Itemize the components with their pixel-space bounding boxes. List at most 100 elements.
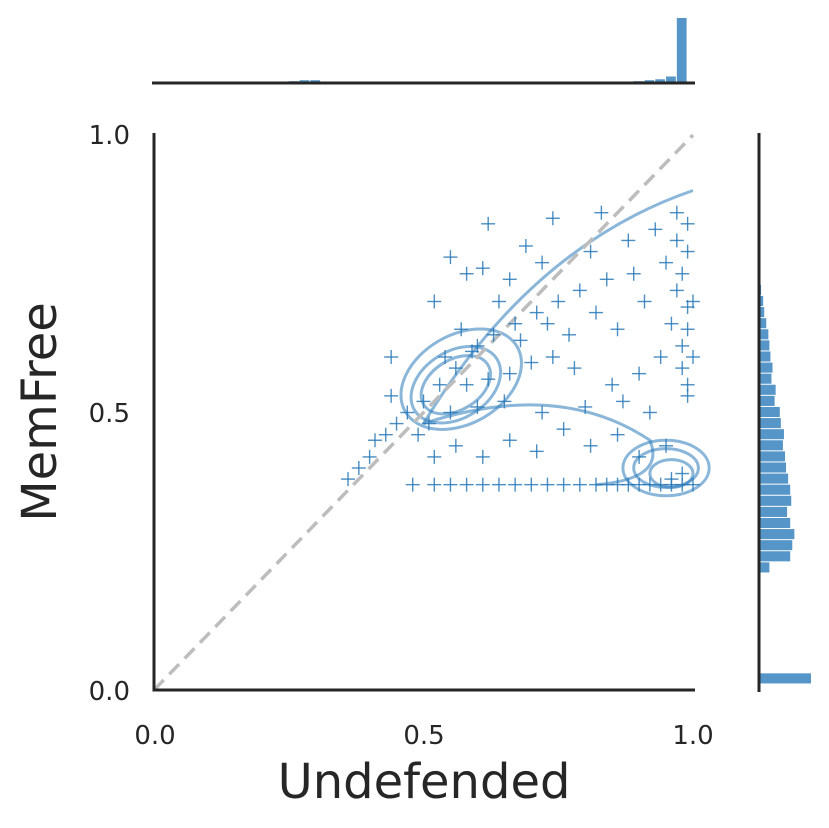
identity-reference-line [152, 133, 695, 692]
scatter-point-74 [378, 427, 393, 442]
scatter-point-96 [556, 477, 571, 492]
scatter-point-14 [669, 205, 684, 220]
scatter-point-60 [680, 300, 695, 315]
scatter-point-42 [502, 366, 517, 381]
scatter-point-91 [475, 477, 490, 492]
kde-contour-layer [399, 189, 711, 498]
scatter-point-44 [545, 350, 560, 364]
scatter-point-2 [594, 205, 609, 220]
scatter-point-54 [535, 405, 550, 420]
scatter-point-22 [529, 305, 544, 320]
x-tick-label-1: 0.5 [403, 721, 444, 751]
scatter-point-70 [362, 449, 377, 464]
scatter-point-15 [416, 394, 431, 409]
scatter-point-32 [491, 294, 506, 309]
marginal-y-bar-25 [759, 295, 764, 307]
marginal-y-bar-13 [759, 429, 784, 440]
scatter-point-109 [675, 466, 690, 481]
marginal-y-bar-18 [759, 373, 772, 384]
marginal-y-bar-17 [759, 384, 776, 395]
scatter-point-0 [481, 216, 496, 231]
reference-line-layer [152, 133, 695, 692]
scatter-point-3 [443, 250, 458, 265]
scatter-point-29 [438, 350, 453, 364]
scatter-point-72 [351, 461, 366, 475]
scatter-point-95 [540, 477, 555, 492]
scatter-point-4 [518, 239, 533, 253]
scatter-point-23 [551, 294, 566, 309]
scatter-point-27 [659, 255, 674, 270]
scatter-point-48 [653, 350, 668, 364]
scatter-point-28 [680, 244, 695, 259]
scatter-point-24 [572, 283, 587, 298]
x-axis-label: Undefended [278, 754, 571, 810]
scatter-point-53 [497, 394, 512, 409]
marginal-y-bar-23 [759, 318, 767, 329]
scatter-point-83 [583, 438, 598, 453]
marginal-y-bar-10 [759, 462, 787, 473]
x-tick-label-2: 1.0 [672, 721, 713, 751]
scatter-point-82 [556, 422, 571, 437]
scatter-point-90 [459, 477, 474, 492]
scatter-point-20 [486, 327, 501, 342]
scatter-point-13 [648, 222, 663, 237]
scatter-point-93 [508, 477, 523, 492]
scatter-point-77 [427, 449, 442, 464]
scatter-point-36 [588, 305, 603, 320]
scatter-point-76 [411, 427, 426, 442]
marginal-x-bar-10 [666, 76, 676, 83]
scatter-point-86 [659, 438, 674, 453]
marginal-x-bar-9 [655, 79, 666, 83]
kde-contour-2 [399, 327, 523, 431]
marginal-y-bar-14 [759, 418, 781, 429]
marginal-y-bar-21 [759, 340, 770, 351]
scatter-point-17 [432, 377, 447, 392]
scatter-point-21 [508, 316, 523, 331]
scatter-point-51 [443, 405, 458, 420]
scatter-point-46 [605, 377, 620, 392]
scatter-point-12 [621, 233, 636, 248]
scatter-point-63 [680, 322, 695, 337]
marginal-y-histogram [757, 133, 811, 692]
scatter-point-80 [502, 433, 517, 448]
axes-layer [152, 133, 695, 692]
scatter-point-6 [475, 261, 490, 276]
scatter-point-81 [529, 444, 544, 459]
scatter-point-25 [599, 272, 614, 287]
scatter-point-38 [637, 294, 652, 309]
scatter-point-37 [610, 322, 625, 337]
scatter-point-78 [448, 438, 463, 453]
scatter-point-33 [513, 333, 528, 348]
scatter-point-97 [572, 477, 587, 492]
marginal-y-bar-9 [759, 473, 789, 484]
kde-contour-outer-upper [422, 189, 694, 425]
scatter-point-43 [524, 355, 539, 370]
marginal-y-bar-2 [759, 551, 791, 562]
marginal-y-bar-12 [759, 440, 783, 451]
scatter-point-69 [384, 388, 399, 403]
scatter-point-71 [341, 472, 356, 487]
x-tick-label-0: 0.0 [134, 721, 175, 751]
scatter-point-40 [459, 377, 474, 392]
marginal-y-bar-24 [759, 307, 765, 318]
scatter-point-9 [502, 272, 517, 287]
scatter-point-68 [680, 216, 695, 231]
marginal-y-bar-4 [759, 529, 795, 540]
scatter-point-107 [686, 477, 700, 492]
scatter-point-84 [610, 427, 625, 442]
scatter-point-89 [443, 477, 458, 492]
scatter-point-55 [578, 399, 593, 414]
marginal-y-bar-15 [759, 406, 780, 418]
marginal-y-bar-20 [759, 351, 771, 362]
y-tick-label-0: 0.0 [89, 677, 130, 707]
scatter-point-49 [675, 338, 690, 353]
scatter-point-52 [470, 399, 485, 414]
scatter-point-19 [465, 344, 480, 359]
scatter-point-34 [540, 316, 555, 331]
scatter-point-88 [427, 477, 442, 492]
scatter-point-73 [367, 433, 382, 448]
marginal-y-bar-22 [759, 329, 769, 340]
scatter-point-31 [470, 338, 485, 353]
scatter-point-85 [632, 449, 647, 464]
